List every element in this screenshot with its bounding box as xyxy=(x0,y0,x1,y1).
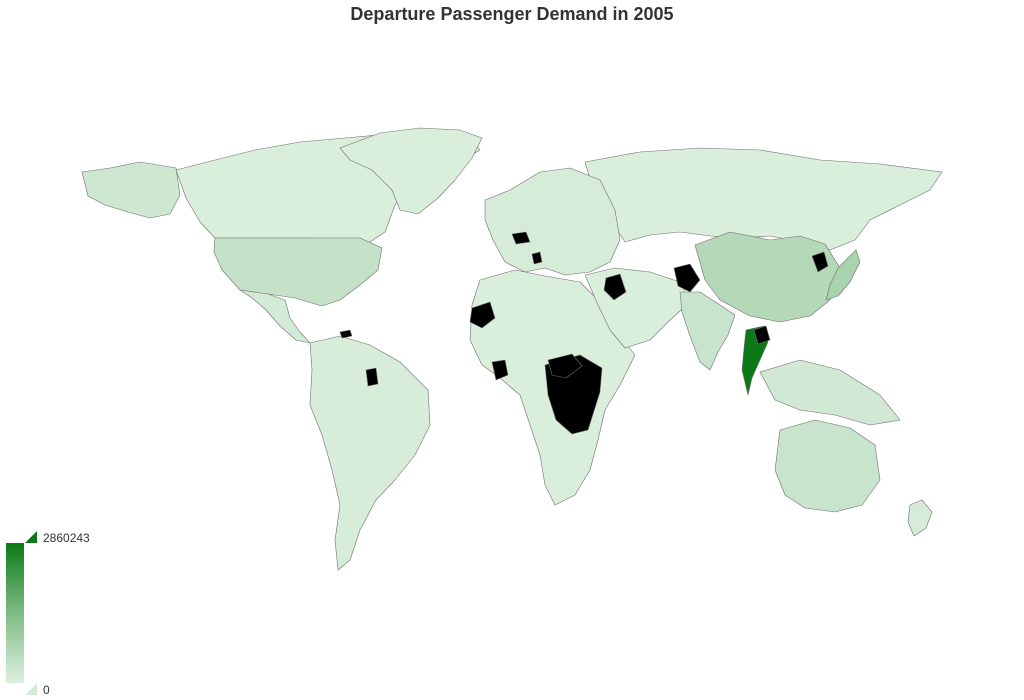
region-japan[interactable] xyxy=(825,249,861,301)
region-czech-republic[interactable] xyxy=(511,231,531,245)
map-title: Departure Passenger Demand in 2005 xyxy=(350,4,674,24)
legend-max-label: 2860243 xyxy=(43,531,90,545)
legend-min-handle[interactable] xyxy=(25,683,37,695)
region-india[interactable] xyxy=(679,291,736,371)
region-united-states[interactable] xyxy=(213,237,383,307)
region-afghanistan[interactable] xyxy=(673,263,701,293)
region-china[interactable] xyxy=(694,231,841,323)
region-central-african-republic[interactable] xyxy=(547,353,583,379)
region-cambodia[interactable] xyxy=(753,325,771,345)
region-alaska[interactable] xyxy=(81,161,181,219)
region-australia[interactable] xyxy=(774,419,881,513)
region-western-sahara[interactable] xyxy=(469,301,496,329)
region-greenland[interactable] xyxy=(339,127,483,215)
nodata-regions xyxy=(339,231,829,435)
legend-min-label: 0 xyxy=(43,683,50,697)
region-iraq[interactable] xyxy=(603,273,627,301)
region-c-te-d-ivoire[interactable] xyxy=(491,359,509,381)
region-europe[interactable] xyxy=(484,167,621,276)
region-guyana[interactable] xyxy=(365,367,379,387)
legend-max-handle[interactable] xyxy=(25,531,37,543)
region-haiti[interactable] xyxy=(339,329,353,339)
region-south-america[interactable] xyxy=(309,335,431,571)
region-serbia[interactable] xyxy=(531,251,543,265)
legend-color-bar[interactable] xyxy=(6,543,24,683)
land-masses xyxy=(81,127,943,571)
region-new-zealand[interactable] xyxy=(907,499,933,537)
region-russia[interactable] xyxy=(584,147,943,251)
region-southeast-asia[interactable] xyxy=(759,359,901,426)
region-north-korea[interactable] xyxy=(811,251,829,273)
